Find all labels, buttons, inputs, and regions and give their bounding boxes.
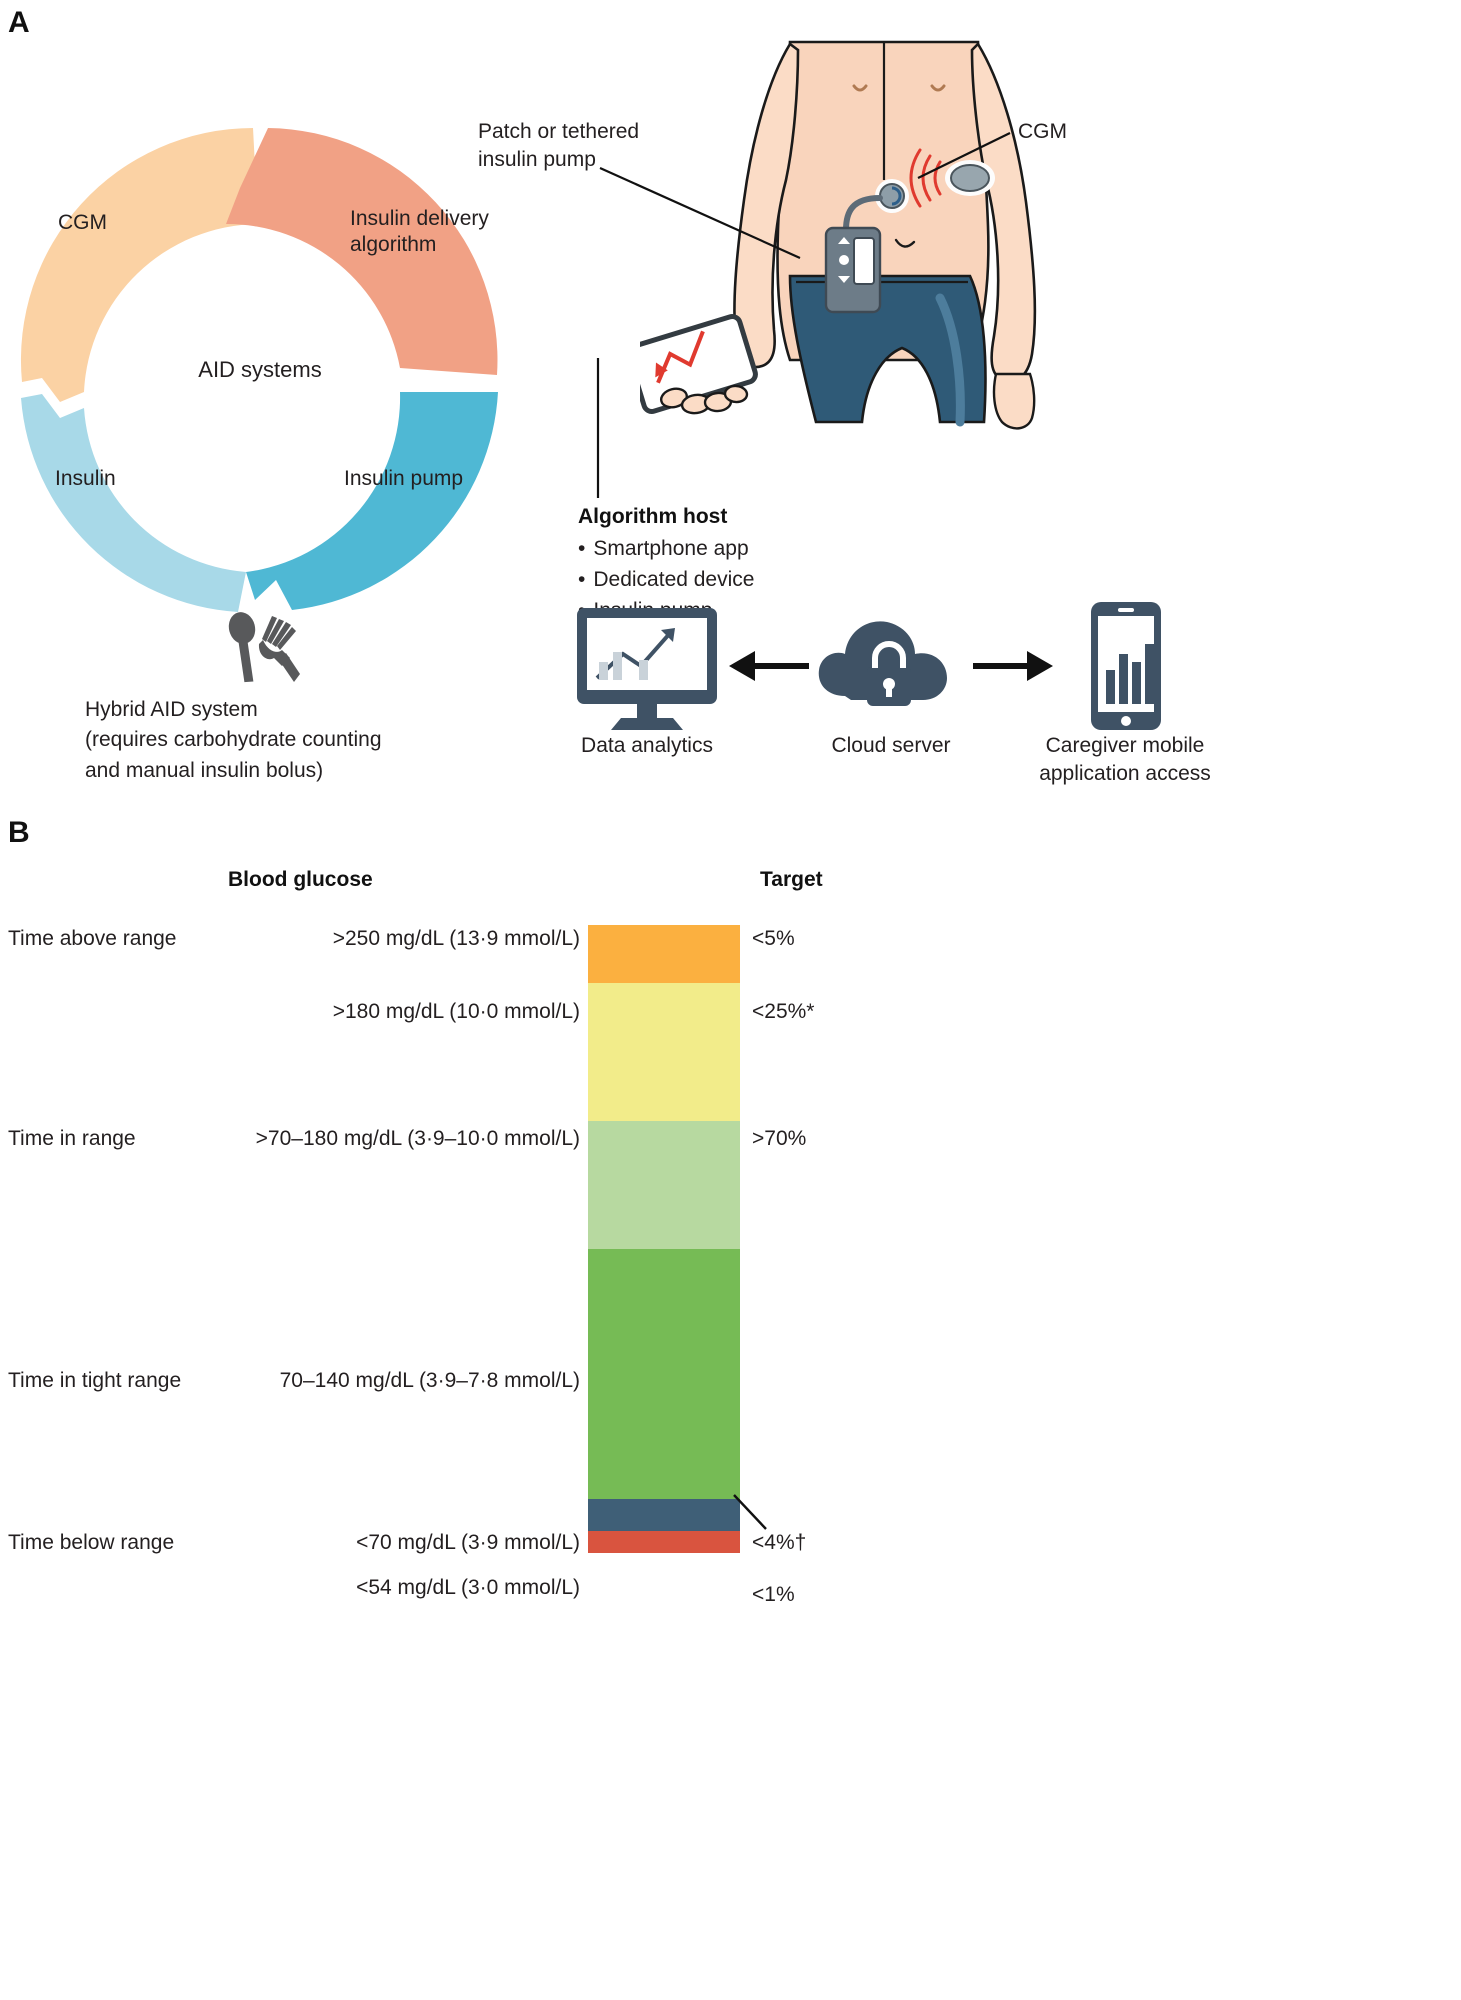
bar-segment-low bbox=[588, 1499, 740, 1531]
algorithm-host-block: Algorithm host Smartphone app Dedicated … bbox=[578, 505, 908, 626]
pump-tubing bbox=[843, 195, 883, 233]
row-target-below-54: <1% bbox=[752, 1583, 795, 1606]
bar-segment-in-range bbox=[588, 1121, 740, 1249]
row-value-above-250: >250 mg/dL (13·9 mmol/L) bbox=[332, 927, 580, 950]
arrow-right-icon bbox=[973, 651, 1053, 681]
insulin-pump-icon bbox=[824, 226, 882, 314]
algorithm-host-item-0: Smartphone app bbox=[578, 533, 908, 564]
device-label-caregiver-line2: application access bbox=[1039, 762, 1211, 786]
panel-b-letter: B bbox=[8, 816, 30, 849]
row-label-time-in-tight-range: Time in tight range bbox=[8, 1369, 182, 1392]
device-label-data-analytics: Data analytics bbox=[581, 734, 713, 757]
cycle-arc-pump bbox=[246, 392, 498, 610]
monitor-icon bbox=[577, 608, 717, 730]
torso-illustration bbox=[626, 30, 1220, 450]
cloud-lock-icon bbox=[818, 621, 947, 706]
algorithm-host-title: Algorithm host bbox=[578, 505, 728, 528]
spoon-fork-icon bbox=[216, 612, 304, 684]
row-label-time-above-range: Time above range bbox=[8, 927, 177, 950]
panel-a-letter: A bbox=[8, 6, 30, 39]
row-target-below-70: <4%† bbox=[752, 1531, 807, 1554]
bar-segment-very-high bbox=[588, 925, 740, 983]
column-header-target: Target bbox=[760, 868, 823, 891]
bar-segment-high bbox=[588, 983, 740, 1121]
bar-segment-very-low bbox=[588, 1531, 740, 1553]
glucose-range-stacked-bar bbox=[588, 925, 740, 1553]
data-flow-row: Data analytics Cloud server Caregiver mo… bbox=[545, 600, 1211, 785]
hybrid-aid-caption-line3: and manual insulin bolus) bbox=[85, 758, 324, 782]
row-value-70-140: 70–140 mg/dL (3·9–7·8 mmol/L) bbox=[279, 1369, 580, 1392]
row-target-above-250: <5% bbox=[752, 927, 795, 950]
cycle-label-insulin: Insulin bbox=[55, 467, 116, 490]
infusion-cannula-icon bbox=[875, 179, 909, 213]
callout-pump-line1: Patch or tethered bbox=[478, 120, 640, 143]
mobile-phone-icon bbox=[1091, 602, 1161, 730]
bar-segment-tight-range bbox=[588, 1249, 740, 1499]
cycle-label-algorithm-line1: Insulin delivery bbox=[350, 207, 489, 230]
row-label-time-in-range: Time in range bbox=[8, 1127, 136, 1150]
row-label-time-below-range: Time below range bbox=[8, 1531, 175, 1554]
cycle-label-cgm: CGM bbox=[58, 211, 107, 234]
row-value-above-180: >180 mg/dL (10·0 mmol/L) bbox=[332, 1000, 580, 1023]
row-target-above-180: <25%* bbox=[752, 1000, 815, 1023]
cgm-sensor-icon bbox=[945, 160, 995, 196]
row-value-below-54: <54 mg/dL (3·0 mmol/L) bbox=[356, 1576, 580, 1599]
hybrid-aid-caption-line2: (requires carbohydrate counting bbox=[85, 728, 382, 752]
device-label-cloud-server: Cloud server bbox=[831, 734, 951, 757]
hybrid-aid-caption-line1: Hybrid AID system bbox=[85, 698, 258, 721]
algorithm-host-item-1: Dedicated device bbox=[578, 564, 908, 595]
aid-cycle-donut: CGM Insulin delivery algorithm Insulin p… bbox=[0, 110, 520, 630]
cycle-label-algorithm-line2: algorithm bbox=[350, 233, 437, 257]
column-header-blood-glucose: Blood glucose bbox=[228, 868, 373, 891]
hybrid-aid-caption: Hybrid AID system (requires carbohydrate… bbox=[85, 695, 485, 786]
arrow-left-icon bbox=[729, 651, 809, 681]
very-low-leader-line bbox=[733, 1494, 767, 1530]
callout-cgm: CGM bbox=[1018, 120, 1067, 143]
cycle-arc-insulin bbox=[21, 394, 246, 612]
cycle-arc-cgm bbox=[20, 128, 258, 402]
row-value-below-70: <70 mg/dL (3·9 mmol/L) bbox=[356, 1531, 580, 1554]
row-value-70-180: >70–180 mg/dL (3·9–10·0 mmol/L) bbox=[255, 1127, 580, 1150]
callout-patch-or-tethered-insulin-pump: Patch or tethered insulin pump bbox=[478, 118, 678, 175]
device-label-caregiver-line1: Caregiver mobile bbox=[1045, 734, 1205, 757]
cycle-arc-algorithm bbox=[226, 128, 498, 375]
cycle-label-pump: Insulin pump bbox=[344, 467, 464, 490]
callout-pump-line2: insulin pump bbox=[478, 148, 596, 172]
row-target-70-180: >70% bbox=[752, 1127, 807, 1150]
